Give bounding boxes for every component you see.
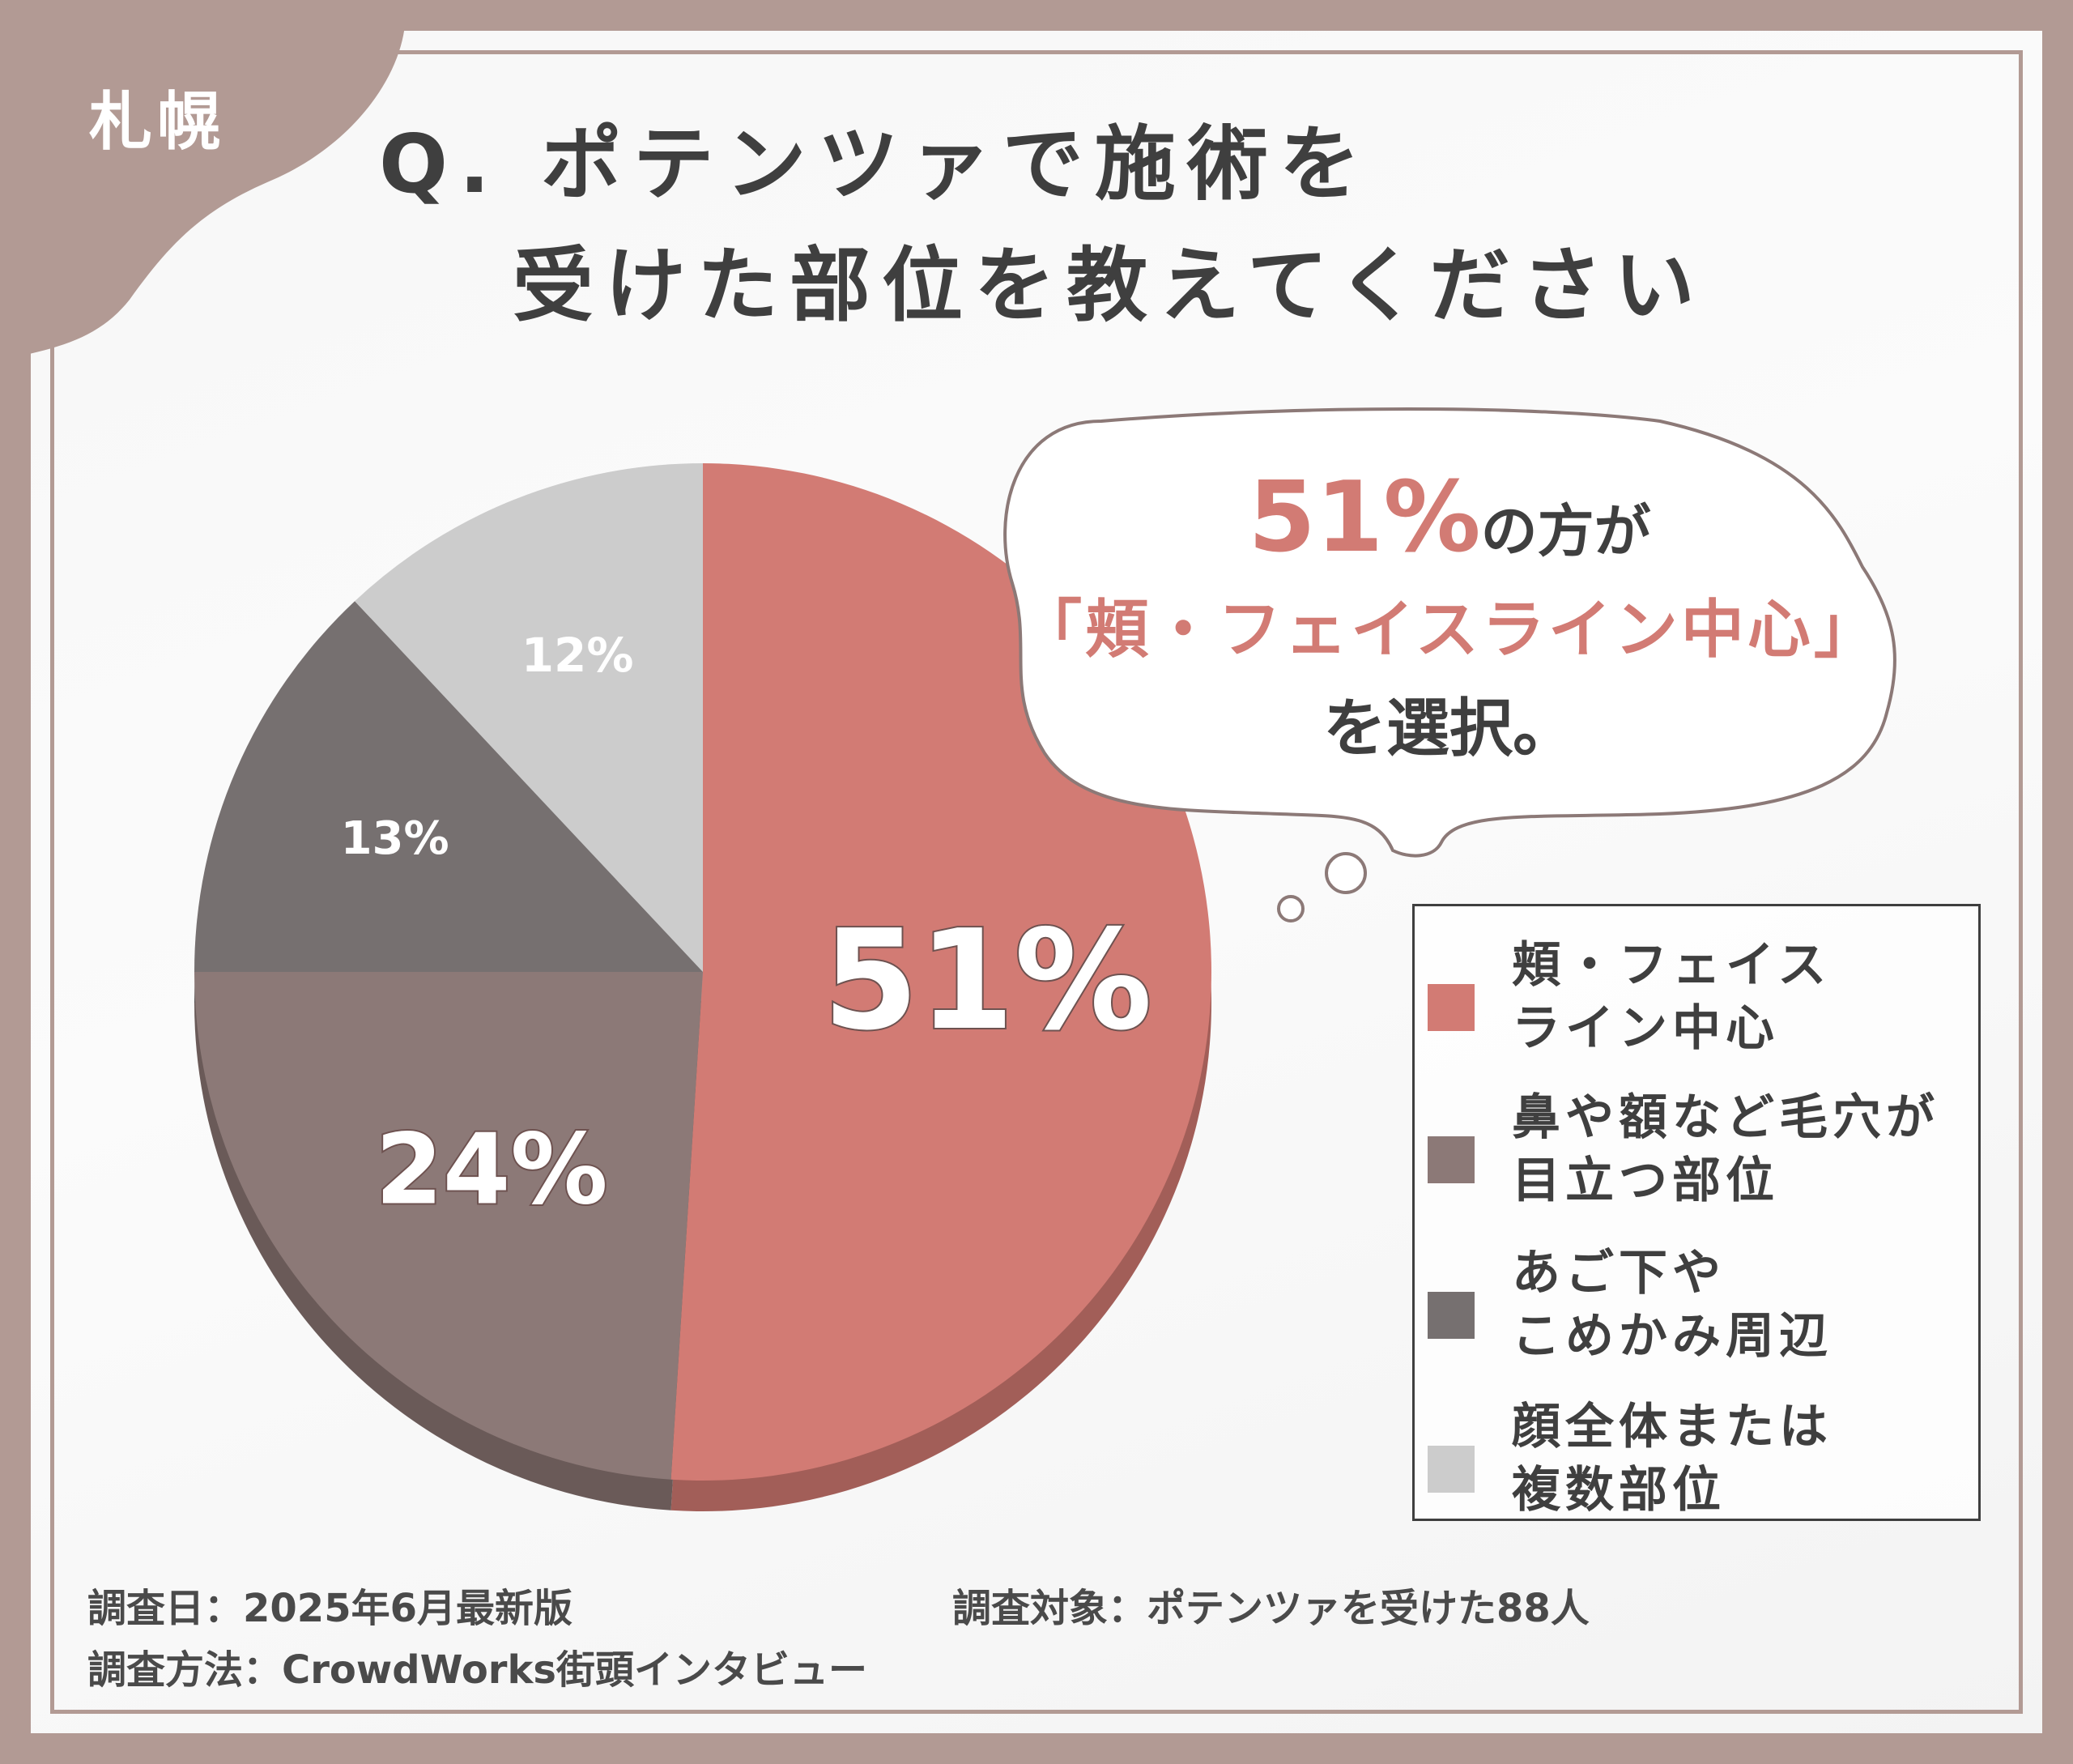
legend-label: 顔全体または 複数部位 — [1512, 1399, 1832, 1519]
callout-text: 51%の方が 「頬・フェイスライン中心」 を選択。 — [1004, 462, 1895, 769]
legend-swatch — [1428, 1446, 1475, 1493]
legend-item: 顔全体または 複数部位 — [1415, 1395, 1978, 1541]
inner-frame — [50, 50, 2023, 1714]
chart-legend: 頬・フェイス ライン中心 鼻や額など毛穴が 目立つ部位 あご下や こめかみ周辺 … — [1412, 904, 1981, 1521]
legend-item: 頬・フェイス ライン中心 — [1415, 934, 1978, 1080]
title-line-2: 受けた部位を教えてください — [513, 238, 1706, 333]
legend-label: 鼻や額など毛穴が 目立つ部位 — [1512, 1089, 1939, 1209]
legend-swatch — [1428, 984, 1475, 1031]
legend-item: あご下や こめかみ周辺 — [1415, 1242, 1978, 1387]
pie-label-layer: 51% 24% 13% 12% — [341, 628, 1154, 1229]
page-title: Q. ポテンツァで施術を 受けた部位を教えてください — [379, 104, 1706, 347]
city-label: 札幌 — [89, 86, 226, 159]
pie-data-label: 51% — [823, 901, 1152, 1061]
legend-swatch — [1428, 1136, 1475, 1183]
survey-date: 調査日：2025年6月最新版 — [87, 1586, 573, 1631]
pie-data-label: 13% — [341, 812, 449, 865]
legend-label: あご下や こめかみ周辺 — [1512, 1245, 1832, 1365]
legend-label: 頬・フェイス ライン中心 — [1512, 937, 1832, 1057]
legend-item: 鼻や額など毛穴が 目立つ部位 — [1415, 1086, 1978, 1232]
pie-data-label: 12% — [521, 628, 634, 683]
survey-method: 調査方法：CrowdWorks街頭インタビュー — [87, 1647, 867, 1693]
callout-suffix: の方が — [1480, 498, 1651, 565]
pie-slice — [355, 463, 703, 972]
callout-tail: を選択。 — [1322, 692, 1576, 765]
survey-target: 調査対象：ポテンツァを受けた88人 — [952, 1586, 1590, 1631]
city-corner-tab — [0, 0, 406, 360]
pie-data-label: 24% — [375, 1114, 607, 1227]
pie-slice — [194, 601, 703, 972]
title-line-1: Q. ポテンツァで施術を — [379, 117, 1372, 211]
pie-slice — [194, 972, 703, 1480]
thought-bubble — [1003, 407, 1896, 922]
callout-highlight: 「頬・フェイスライン中心」 — [1019, 594, 1880, 667]
legend-swatch — [1428, 1292, 1475, 1339]
callout-percent: 51% — [1248, 462, 1481, 574]
